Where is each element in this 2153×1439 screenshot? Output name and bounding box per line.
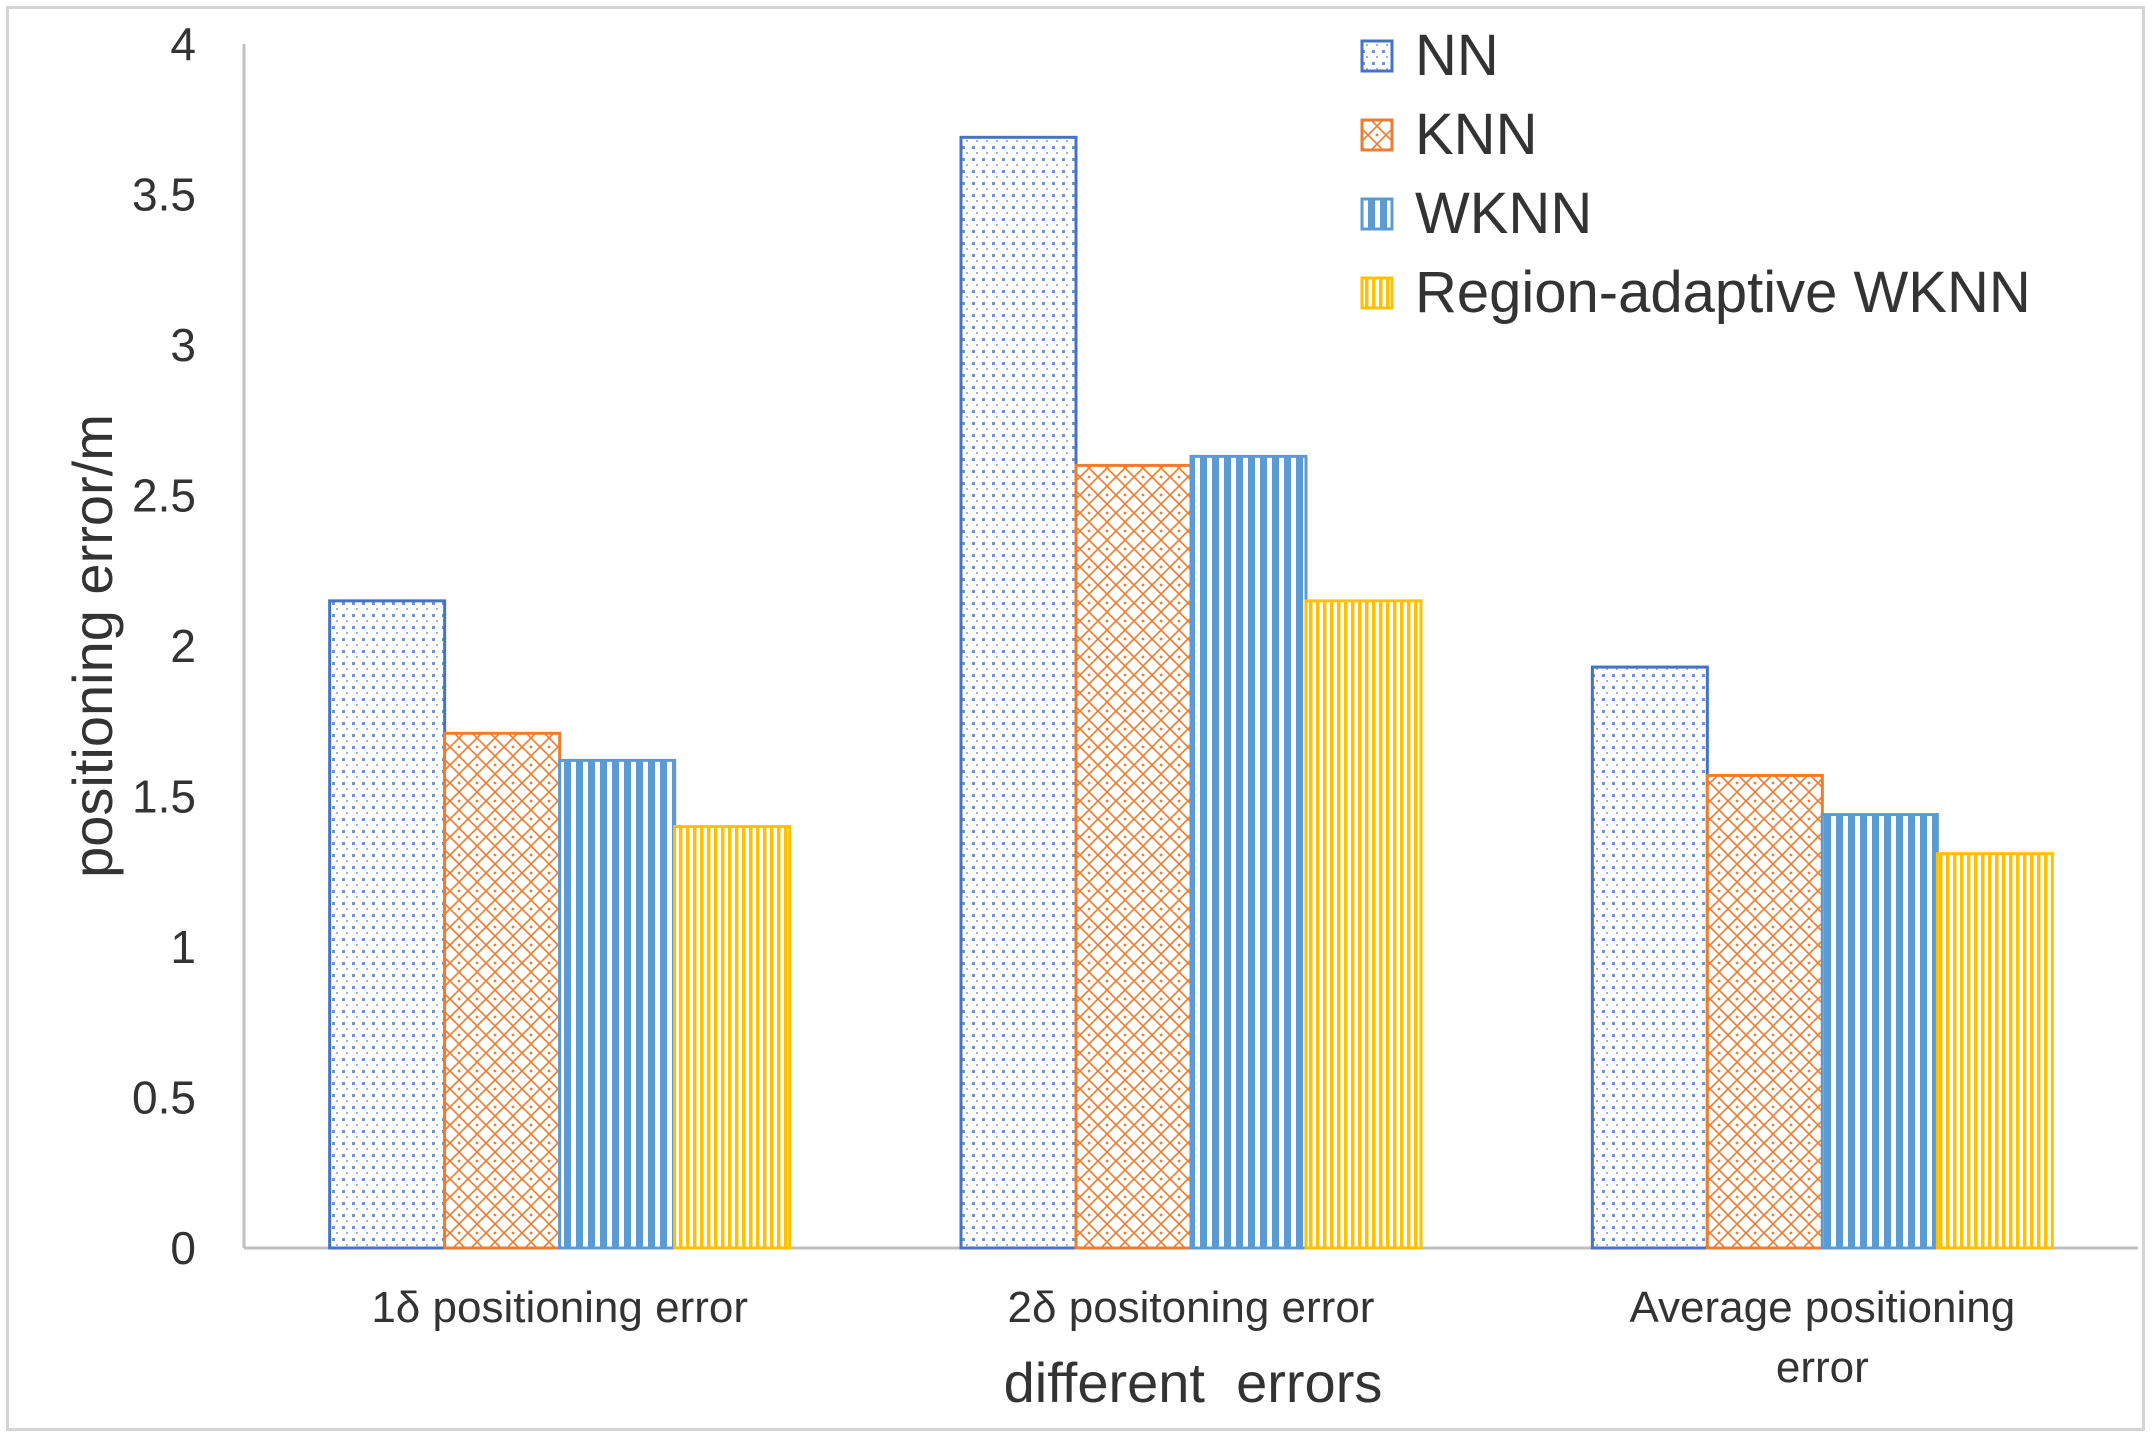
y-tick-label: 4 [170, 18, 196, 70]
legend-label: KNN [1415, 102, 1537, 167]
category-label: Average positioning [1629, 1283, 2015, 1332]
y-tick-label: 2 [170, 620, 196, 672]
y-tick-labels: 0 0.5 1 1.5 2 2.5 3 3.5 4 [132, 18, 196, 1274]
bar-series [328, 135, 2054, 1250]
bar-region-adaptive-wknn [1304, 599, 1423, 1250]
category-labels: 1δ positioning error 2δ positoning error A… [371, 1283, 2015, 1392]
bar-wknn [1820, 813, 1939, 1250]
bar-knn [443, 731, 562, 1250]
y-tick-label: 3.5 [132, 169, 196, 221]
y-axis-title: positioning error/m [61, 414, 124, 878]
legend-swatch [1360, 118, 1394, 152]
bar-nn [959, 135, 1078, 1250]
legend-label: NN [1415, 23, 1499, 88]
legend-label: WKNN [1415, 181, 1592, 246]
bar-knn [1074, 463, 1193, 1250]
bar-wknn [1189, 454, 1308, 1250]
y-tick-label: 2.5 [132, 470, 196, 522]
category-label: 1δ positioning error [371, 1283, 748, 1332]
category-label: 2δ positoning error [1008, 1283, 1375, 1332]
x-axis-title: different errors [1004, 1351, 1383, 1414]
legend-swatch [1360, 197, 1394, 231]
bar-wknn [558, 758, 677, 1250]
legend-swatch [1360, 39, 1394, 73]
bar-nn [1590, 665, 1709, 1250]
bar-region-adaptive-wknn [1935, 852, 2054, 1250]
bar-nn [328, 599, 447, 1250]
y-tick-label: 1 [170, 921, 196, 973]
legend: NN KNN WKNN Region-adaptive WKNN [1360, 23, 2031, 325]
y-tick-label: 1.5 [132, 771, 196, 823]
bar-region-adaptive-wknn [673, 825, 792, 1250]
category-label: error [1776, 1343, 1869, 1392]
legend-label: Region-adaptive WKNN [1415, 260, 2031, 325]
y-tick-label: 0.5 [132, 1072, 196, 1124]
bar-knn [1705, 773, 1824, 1250]
y-tick-label: 0 [170, 1222, 196, 1274]
y-tick-label: 3 [170, 319, 196, 371]
legend-swatch [1360, 276, 1394, 310]
